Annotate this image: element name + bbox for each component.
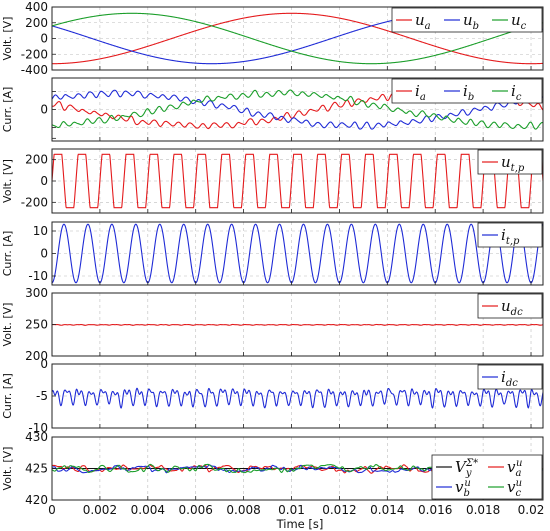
- legend: idc: [477, 364, 543, 390]
- series-line-u-c: [52, 12, 543, 65]
- series-line-i-c: [52, 89, 543, 130]
- y-tick-label: 0: [40, 357, 48, 371]
- panel-6: 0 -5 -10 Curr. [A] idc: [1, 357, 544, 435]
- legend-entry-i-b: ib: [463, 82, 474, 103]
- y-tick-label: 0: [40, 174, 48, 188]
- legend-box: [391, 7, 543, 33]
- legend-entry-v-a: vau: [507, 458, 522, 479]
- y-tick-label: 0: [40, 32, 48, 46]
- y-axis-label: Curr. [A]: [1, 231, 14, 277]
- y-tick-label: -5: [36, 389, 48, 403]
- legend-entry-v-c: vcu: [507, 478, 522, 499]
- y-tick-label: 430: [25, 430, 48, 444]
- y-tick-label: 10: [33, 224, 48, 238]
- y-tick-label: 300: [25, 286, 48, 300]
- x-axis-label: Time [s]: [276, 517, 324, 531]
- x-tick-label: 0: [48, 503, 56, 517]
- panel-1: 400 200 0-200 -400 Volt. [V] ua ub uc: [1, 0, 544, 77]
- y-tick-label: 400: [25, 0, 48, 14]
- panel-2: 0 Curr. [A] ia ib ic: [1, 77, 544, 142]
- legend: ua ub uc: [391, 7, 543, 33]
- y-tick-label: -10: [28, 269, 48, 283]
- y-tick-label: 250: [25, 318, 48, 332]
- panel-4: 10 0 -10 Curr. [A] it,p: [1, 221, 544, 286]
- x-tick-label: 0.008: [226, 503, 260, 517]
- series-line-i-t,p: [52, 223, 543, 284]
- y-axis-label: Volt. [V]: [1, 159, 14, 203]
- legend-entry-v-b: vbu: [455, 478, 471, 499]
- y-tick-label: 200: [25, 16, 48, 30]
- x-tick-label: 0.02: [518, 503, 545, 517]
- x-tick-label: 0.01: [278, 503, 305, 517]
- legend: ut,p: [477, 149, 543, 175]
- series-line-u-dc: [52, 323, 543, 326]
- y-tick-label: -400: [21, 63, 48, 77]
- x-tick-label: 0.006: [179, 503, 213, 517]
- panel-3: 200 0 -200 Volt. [V] ut,p: [1, 137, 544, 214]
- y-tick-label: 420: [25, 493, 48, 507]
- legend-box: [431, 454, 543, 500]
- series-line-u-t,p: [52, 153, 543, 209]
- series-line-i-b: [52, 89, 543, 130]
- x-tick-label: 0.014: [370, 503, 404, 517]
- y-tick-label: 0: [40, 247, 48, 261]
- y-tick-label: -200: [21, 195, 48, 209]
- y-axis-label: Volt. [V]: [1, 17, 14, 61]
- y-tick-label: -200: [21, 47, 48, 61]
- legend: ia ib ic: [391, 78, 543, 104]
- x-tick-label: 0.016: [418, 503, 452, 517]
- y-tick-label: 0: [40, 103, 48, 117]
- legend-entry-i-a: ia: [415, 82, 426, 103]
- y-axis-label: Curr. [A]: [1, 87, 14, 133]
- legend-entry-i-c: ic: [511, 82, 522, 103]
- legend: it,p: [477, 222, 543, 248]
- x-tick-label: 0.012: [322, 503, 356, 517]
- y-axis-label: Curr. [A]: [1, 373, 14, 419]
- x-tick-label: 0.002: [83, 503, 117, 517]
- y-axis-label: Volt. [V]: [1, 303, 14, 347]
- series-line-u-a: [52, 12, 543, 65]
- legend-box: [391, 78, 543, 104]
- y-tick-label: 425: [25, 462, 48, 476]
- x-tick-label: 0.004: [131, 503, 165, 517]
- y-axis-label: Volt. [V]: [1, 447, 14, 491]
- y-tick-label: 200: [25, 153, 48, 167]
- y-tick-label: 200: [25, 349, 48, 363]
- series-line-i-dc: [52, 387, 543, 409]
- panel-5: 300 250 200 Volt. [V] udc: [1, 286, 544, 363]
- legend: udc: [477, 293, 543, 319]
- x-tick-label: 0.018: [466, 503, 500, 517]
- y-tick-label: -10: [28, 421, 48, 435]
